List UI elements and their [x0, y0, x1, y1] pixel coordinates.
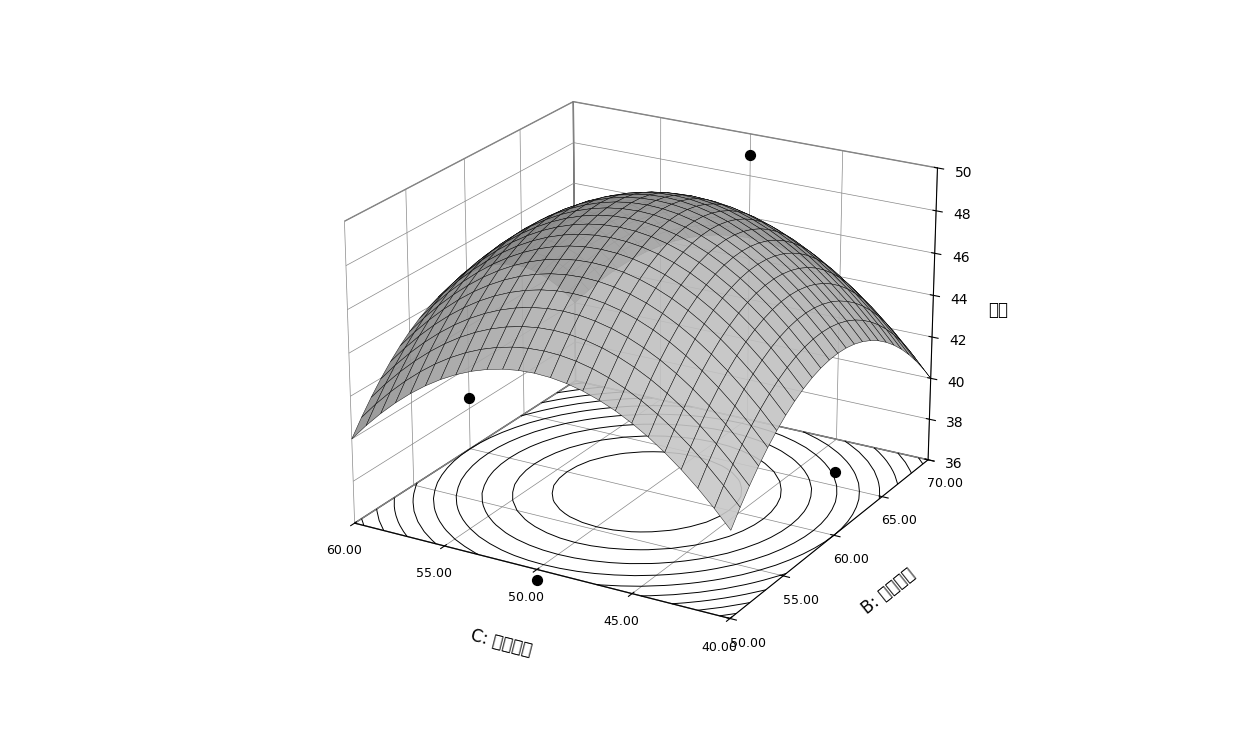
X-axis label: C: 提取时间: C: 提取时间 [468, 627, 534, 659]
Y-axis label: B: 提取温度: B: 提取温度 [859, 565, 918, 618]
